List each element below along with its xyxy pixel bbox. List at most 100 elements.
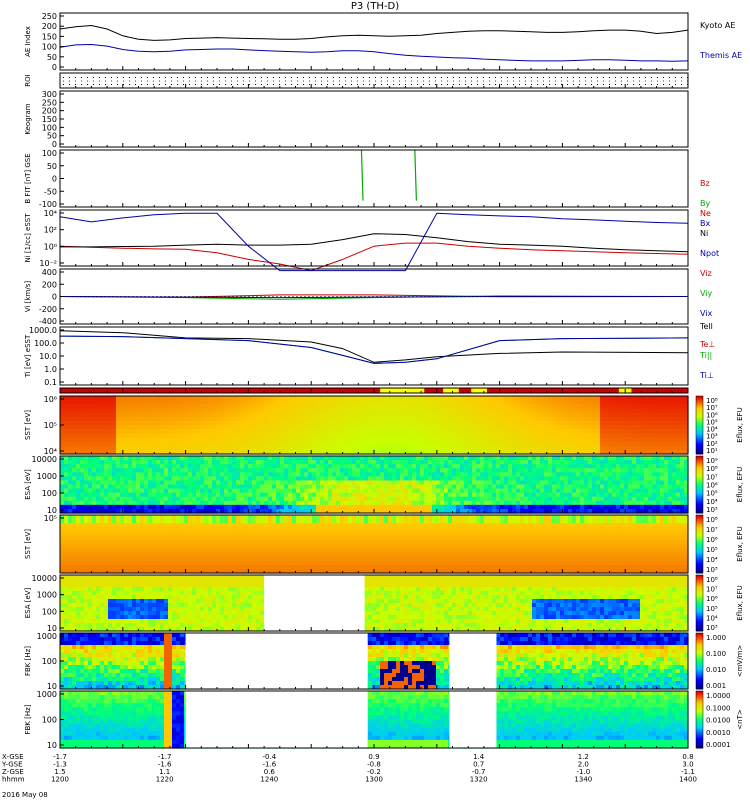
sst_e-cell <box>140 527 145 533</box>
sst_i-cell <box>612 425 617 430</box>
sst_i-cell <box>400 441 405 447</box>
sst_i-cell <box>612 404 617 410</box>
sst_i-cell <box>124 433 129 439</box>
sst_i-cell <box>80 400 85 405</box>
sst_i-cell <box>556 445 561 451</box>
sst_i-cell <box>96 425 101 430</box>
esa_i-cell <box>236 480 241 486</box>
esa_i-cell <box>364 472 369 477</box>
sst_e-cell <box>176 519 181 524</box>
esa_i-cell <box>388 504 393 510</box>
sst_i-cell <box>544 425 549 430</box>
sst_i-cell <box>164 445 169 451</box>
sst_i-cell <box>416 412 421 418</box>
sst_i-cell <box>168 412 173 418</box>
sst_i-cell <box>616 449 621 455</box>
sst_i-cell <box>312 420 317 426</box>
esa_i-cell <box>436 476 441 482</box>
sst_i-cell <box>252 445 257 451</box>
esa_i-cell <box>596 480 601 486</box>
esa_i-cell <box>616 504 621 510</box>
sst_i-cell <box>560 404 565 410</box>
sst_i-cell <box>364 412 369 418</box>
esa_i-cell <box>180 500 185 506</box>
sst_i-cell <box>180 396 185 401</box>
sst_i-cell <box>456 400 461 405</box>
sst_i-cell <box>424 400 429 405</box>
sst_i-cell <box>76 437 81 443</box>
sst_i-cell <box>116 441 121 447</box>
sst_e-cell <box>208 548 213 553</box>
sst_i-cell <box>148 437 153 443</box>
sst_i-cell <box>640 449 645 455</box>
sst_i-cell <box>352 408 357 414</box>
sst_i-cell <box>76 441 81 447</box>
sst_i-cell <box>264 441 269 447</box>
sst_i-cell <box>400 416 405 422</box>
sst_i-cell <box>148 429 153 434</box>
sst_e-cell <box>60 539 65 545</box>
esa_i-cell <box>380 488 385 494</box>
esa_i-cell <box>600 460 605 465</box>
sst_i-cell <box>216 400 221 405</box>
sst_i-cell <box>648 433 653 439</box>
esa_i-cell <box>312 480 317 486</box>
esa_i-cell <box>268 472 273 477</box>
sst_i-cell <box>612 400 617 405</box>
sst_i-cell <box>324 429 329 434</box>
esa_i-cell <box>388 492 393 498</box>
esa_i-cell <box>576 496 581 502</box>
sst_i-cell <box>200 420 205 426</box>
sst_i-cell <box>256 445 261 451</box>
esa_i-cell <box>544 464 549 469</box>
esa_i-cell <box>340 476 345 482</box>
sst_i-cell <box>644 404 649 410</box>
sst_i-cell <box>456 408 461 414</box>
esa_i-cell <box>556 468 561 473</box>
esa_i-cell <box>176 508 181 514</box>
sst_i-cell <box>248 420 253 426</box>
esa_i-cell <box>228 488 233 494</box>
sst_i-cell <box>160 429 165 434</box>
esa_i-cell <box>604 456 609 461</box>
sst_i-cell <box>168 416 173 422</box>
sst_i-cell <box>364 420 369 426</box>
sst_i-cell <box>420 400 425 405</box>
sst_e-cell <box>176 556 181 562</box>
sst_i-cell <box>288 437 293 443</box>
esa_i-cell <box>568 488 573 494</box>
sst_i-cell <box>404 420 409 426</box>
esa_i-cell <box>584 456 589 461</box>
sst_e-cell <box>60 568 65 574</box>
esa_i-cell <box>296 464 301 469</box>
sst_e-cell <box>132 515 137 520</box>
sst_i-cell <box>264 404 269 410</box>
sst_i-cell <box>104 420 109 426</box>
sst_i-cell <box>536 416 541 422</box>
sst_i-cell <box>344 396 349 401</box>
sst_i-cell <box>472 412 477 418</box>
esa_i-cell <box>120 456 125 461</box>
esa_i-cell <box>88 456 93 461</box>
esa_i-cell <box>336 480 341 486</box>
esa_i-cell <box>244 480 249 486</box>
sst_e-cell <box>76 515 81 520</box>
esa_i-cell <box>556 456 561 461</box>
sst_i-cell <box>680 400 685 405</box>
sst_i-cell <box>432 396 437 401</box>
esa_i-cell <box>476 500 481 506</box>
esa_i-cell <box>616 456 621 461</box>
esa_i-cell <box>248 464 253 469</box>
esa_i-cell <box>544 480 549 486</box>
esa_i-cell <box>192 460 197 465</box>
sst_e-cell <box>156 519 161 524</box>
sst_i-cell <box>416 441 421 447</box>
esa_i-cell <box>300 464 305 469</box>
esa_i-cell <box>352 500 357 506</box>
sst_i-cell <box>128 425 133 430</box>
esa_i-cell <box>72 476 77 482</box>
esa_i-cell <box>480 476 485 482</box>
esa_i-cell <box>156 464 161 469</box>
sst_i-cell <box>672 420 677 426</box>
sst_i-cell <box>224 441 229 447</box>
